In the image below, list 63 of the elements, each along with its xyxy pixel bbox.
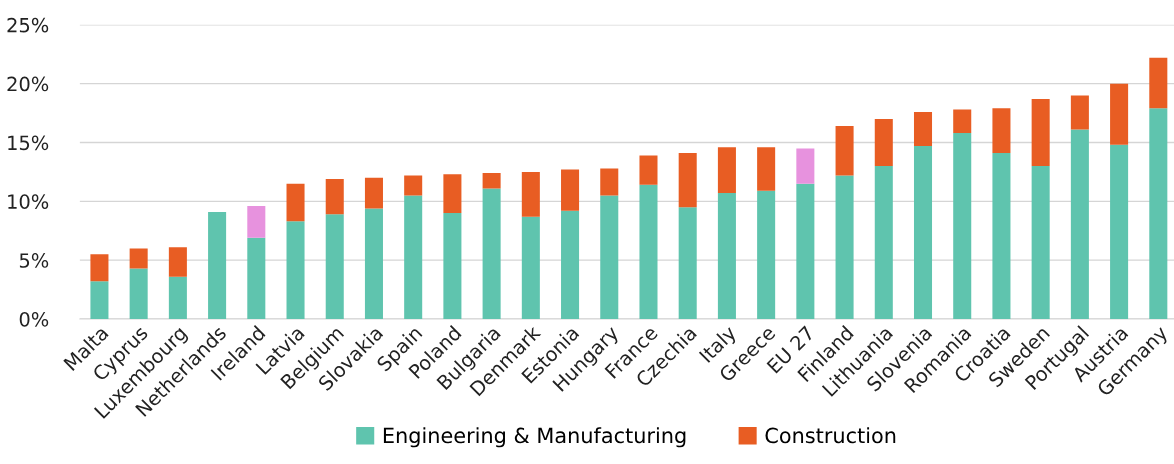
bar [953,109,972,134]
y-tick-label: 25% [7,17,49,33]
y-tick-label: 15% [8,135,49,151]
bar [639,155,658,185]
bar [992,108,1011,154]
bar [404,195,423,319]
bar [757,190,776,319]
bar [913,146,933,319]
bar [1031,166,1050,319]
bar [600,195,619,319]
bar [1070,95,1089,130]
y-tick-label: 10% [8,194,49,209]
y-tick-label: 20% [7,76,49,92]
bar [835,126,854,176]
bar [953,133,972,319]
bar [364,177,383,209]
bar [992,153,1011,319]
bar [717,193,736,319]
bar [168,247,187,277]
bar [561,210,580,319]
bar [247,206,266,238]
bar [796,148,815,184]
bar [835,175,854,319]
bar [482,173,501,189]
bar [717,147,736,194]
bar [129,248,148,269]
bar [404,175,423,196]
bar [443,213,462,319]
bar [561,169,580,211]
bar [1110,83,1129,145]
bar [521,216,540,319]
bar [325,214,344,319]
legend-label: Engineering & Manufacturing [383,427,686,448]
bar [129,268,148,319]
bar [1149,57,1168,109]
bar [796,183,815,319]
bar [443,174,462,214]
bar [482,188,501,319]
bar [1149,108,1168,319]
bar [639,184,658,319]
bar [208,211,227,319]
bar [325,178,344,215]
bar [678,153,697,208]
bar [913,111,933,147]
y-tick-label: 5% [19,253,49,268]
bar [90,281,109,319]
bar [600,168,619,196]
bar [757,147,776,191]
bar [874,166,893,319]
legend-label: Construction [765,427,896,444]
bar [874,118,893,167]
bar [1031,98,1050,167]
bar [168,276,187,319]
bar [90,254,109,282]
bar [286,183,305,222]
bar [364,208,383,319]
bar [521,171,540,217]
bar [1110,144,1129,319]
bar [286,221,305,319]
y-tick-label: 0% [19,311,49,327]
bar [1070,129,1089,319]
bar [678,207,697,319]
bar [247,237,266,319]
